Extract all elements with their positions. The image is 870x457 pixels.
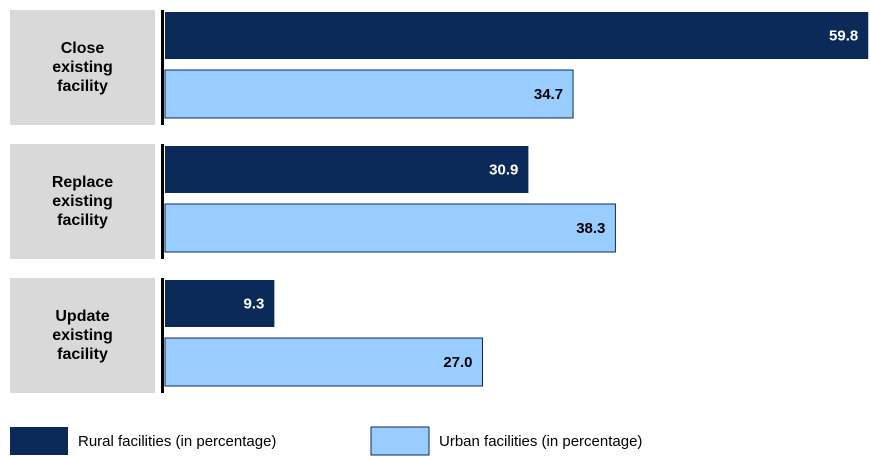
legend-label: Urban facilities (in percentage) xyxy=(439,433,642,450)
legend-swatch xyxy=(10,427,68,455)
category-box: Update existing facility xyxy=(10,278,155,393)
bar xyxy=(164,203,616,253)
category-box: Replace existing facility xyxy=(10,144,155,259)
legend-swatch xyxy=(370,426,430,456)
bar xyxy=(165,146,529,193)
legend-label: Rural facilities (in percentage) xyxy=(78,433,276,450)
bar xyxy=(164,337,484,387)
axis-line xyxy=(161,144,164,259)
category-label: Replace existing facility xyxy=(51,174,114,229)
value-label: 9.3 xyxy=(244,295,265,312)
bar xyxy=(164,69,574,119)
bar xyxy=(165,12,869,59)
category-label: Close existing facility xyxy=(52,40,113,95)
value-label: 34.7 xyxy=(534,86,563,103)
axis-line xyxy=(161,278,164,393)
value-label: 59.8 xyxy=(829,27,858,44)
value-label: 27.0 xyxy=(443,354,472,371)
value-label: 30.9 xyxy=(489,161,518,178)
category-label: Update existing facility xyxy=(52,308,113,363)
category-box: Close existing facility xyxy=(10,10,155,125)
bar xyxy=(165,280,275,327)
value-label: 38.3 xyxy=(576,220,605,237)
axis-line xyxy=(161,10,164,125)
